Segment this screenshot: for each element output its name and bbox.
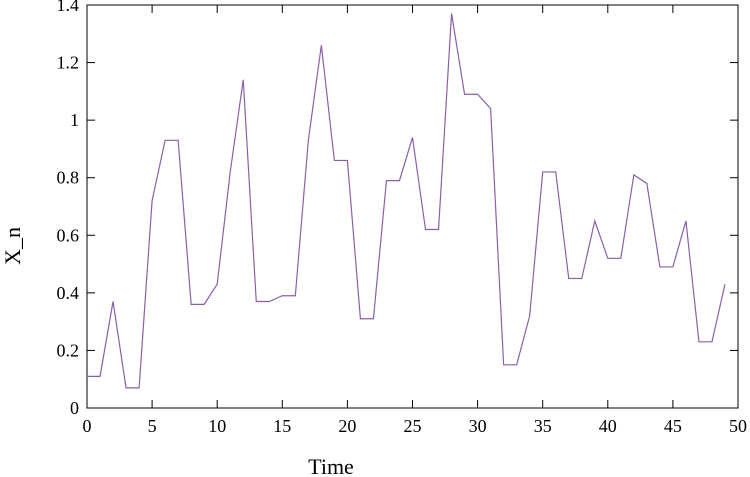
y-tick-label: 0.6 [57, 225, 80, 245]
y-tick-label: 0 [70, 398, 79, 418]
axis-ticks [86, 4, 739, 409]
x-tick-label: 20 [338, 416, 356, 436]
series-line [87, 13, 726, 389]
x-axis-title: Time [308, 454, 354, 477]
x-tick-label: 10 [208, 416, 226, 436]
x-tick-label: 5 [148, 416, 157, 436]
x-tick-label: 25 [404, 416, 422, 436]
x-tick-label: 40 [599, 416, 617, 436]
x-tick-label: 35 [534, 416, 552, 436]
y-tick-label: 0.2 [57, 340, 80, 360]
y-axis-title: X_n [0, 227, 25, 265]
y-tick-label: 1 [70, 110, 79, 130]
plot-frame [86, 4, 739, 409]
y-tick-label: 0.4 [57, 283, 80, 303]
x-tick-label: 30 [469, 416, 487, 436]
y-tick-label: 0.8 [57, 168, 80, 188]
y-tick-label: 1.4 [57, 0, 80, 15]
x-tick-label: 0 [83, 416, 92, 436]
x-tick-label: 15 [273, 416, 291, 436]
x-tick-label: 50 [729, 416, 747, 436]
y-tick-label: 1.2 [57, 53, 80, 73]
y-tick-labels: 0 0.2 0.4 0.6 0.8 1 1.2 1.4 [57, 0, 80, 418]
x-tick-label: 45 [664, 416, 682, 436]
x-tick-labels: 0 5 10 15 20 25 30 35 40 45 50 [83, 416, 748, 436]
